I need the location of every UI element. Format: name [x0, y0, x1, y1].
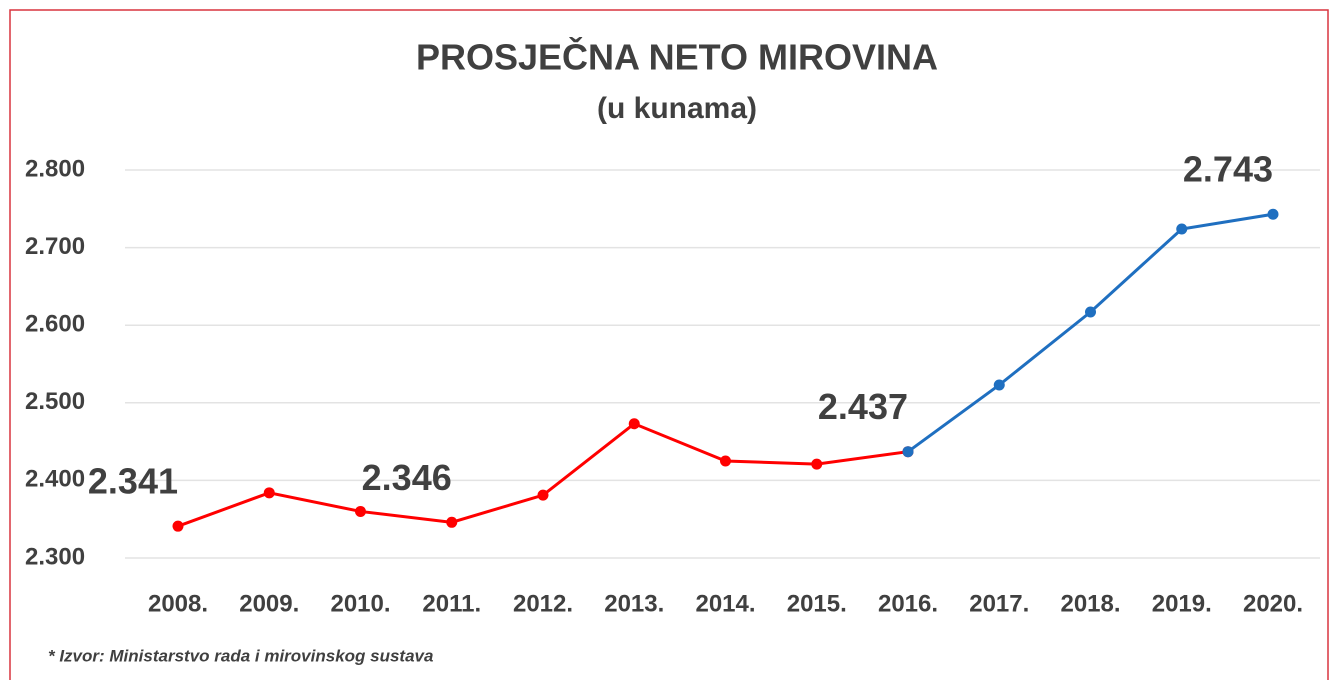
y-tick-label: 2.600 [25, 311, 85, 338]
data-point [993, 379, 1005, 391]
data-point [902, 446, 914, 458]
data-point [1267, 208, 1279, 220]
source-note: * Izvor: Ministarstvo rada i mirovinskog… [48, 646, 433, 665]
data-label: 2.437 [818, 386, 908, 427]
x-tick-label: 2014. [695, 590, 755, 617]
x-tick-label: 2013. [604, 590, 664, 617]
x-tick-label: 2012. [513, 590, 573, 617]
data-point [263, 487, 275, 499]
x-tick-label: 2011. [422, 590, 481, 617]
x-tick-label: 2019. [1152, 590, 1212, 617]
x-tick-label: 2015. [787, 590, 847, 617]
data-point [811, 458, 823, 470]
chart-title: PROSJEČNA NETO MIROVINA [416, 36, 938, 78]
data-point [1085, 306, 1096, 318]
chart-subtitle: (u kunama) [597, 92, 757, 125]
x-tick-label: 2017. [969, 590, 1029, 617]
y-tick-label: 2.400 [25, 466, 85, 493]
y-tick-label: 2.800 [25, 155, 85, 182]
data-point [172, 520, 184, 532]
x-tick-label: 2010. [330, 590, 390, 617]
y-tick-label: 2.300 [25, 543, 85, 570]
series-line [177, 422, 909, 528]
data-label: 2.743 [1183, 149, 1273, 190]
data-point [355, 505, 366, 517]
data-point [628, 418, 640, 430]
x-tick-label: 2016. [878, 590, 938, 617]
data-point [1176, 223, 1188, 235]
frame [9, 9, 1329, 680]
data-point [537, 489, 549, 501]
x-tick-label: 2009. [239, 590, 299, 617]
data-point [720, 455, 731, 467]
data-label: 2.341 [88, 461, 178, 502]
data-point [446, 516, 458, 528]
y-tick-label: 2.500 [25, 388, 85, 415]
y-tick-label: 2.700 [25, 233, 85, 260]
x-tick-label: 2020. [1243, 590, 1303, 617]
series-line [907, 212, 1274, 453]
x-tick-label: 2008. [148, 590, 208, 617]
data-label: 2.346 [362, 457, 452, 498]
x-tick-label: 2018. [1060, 590, 1120, 617]
